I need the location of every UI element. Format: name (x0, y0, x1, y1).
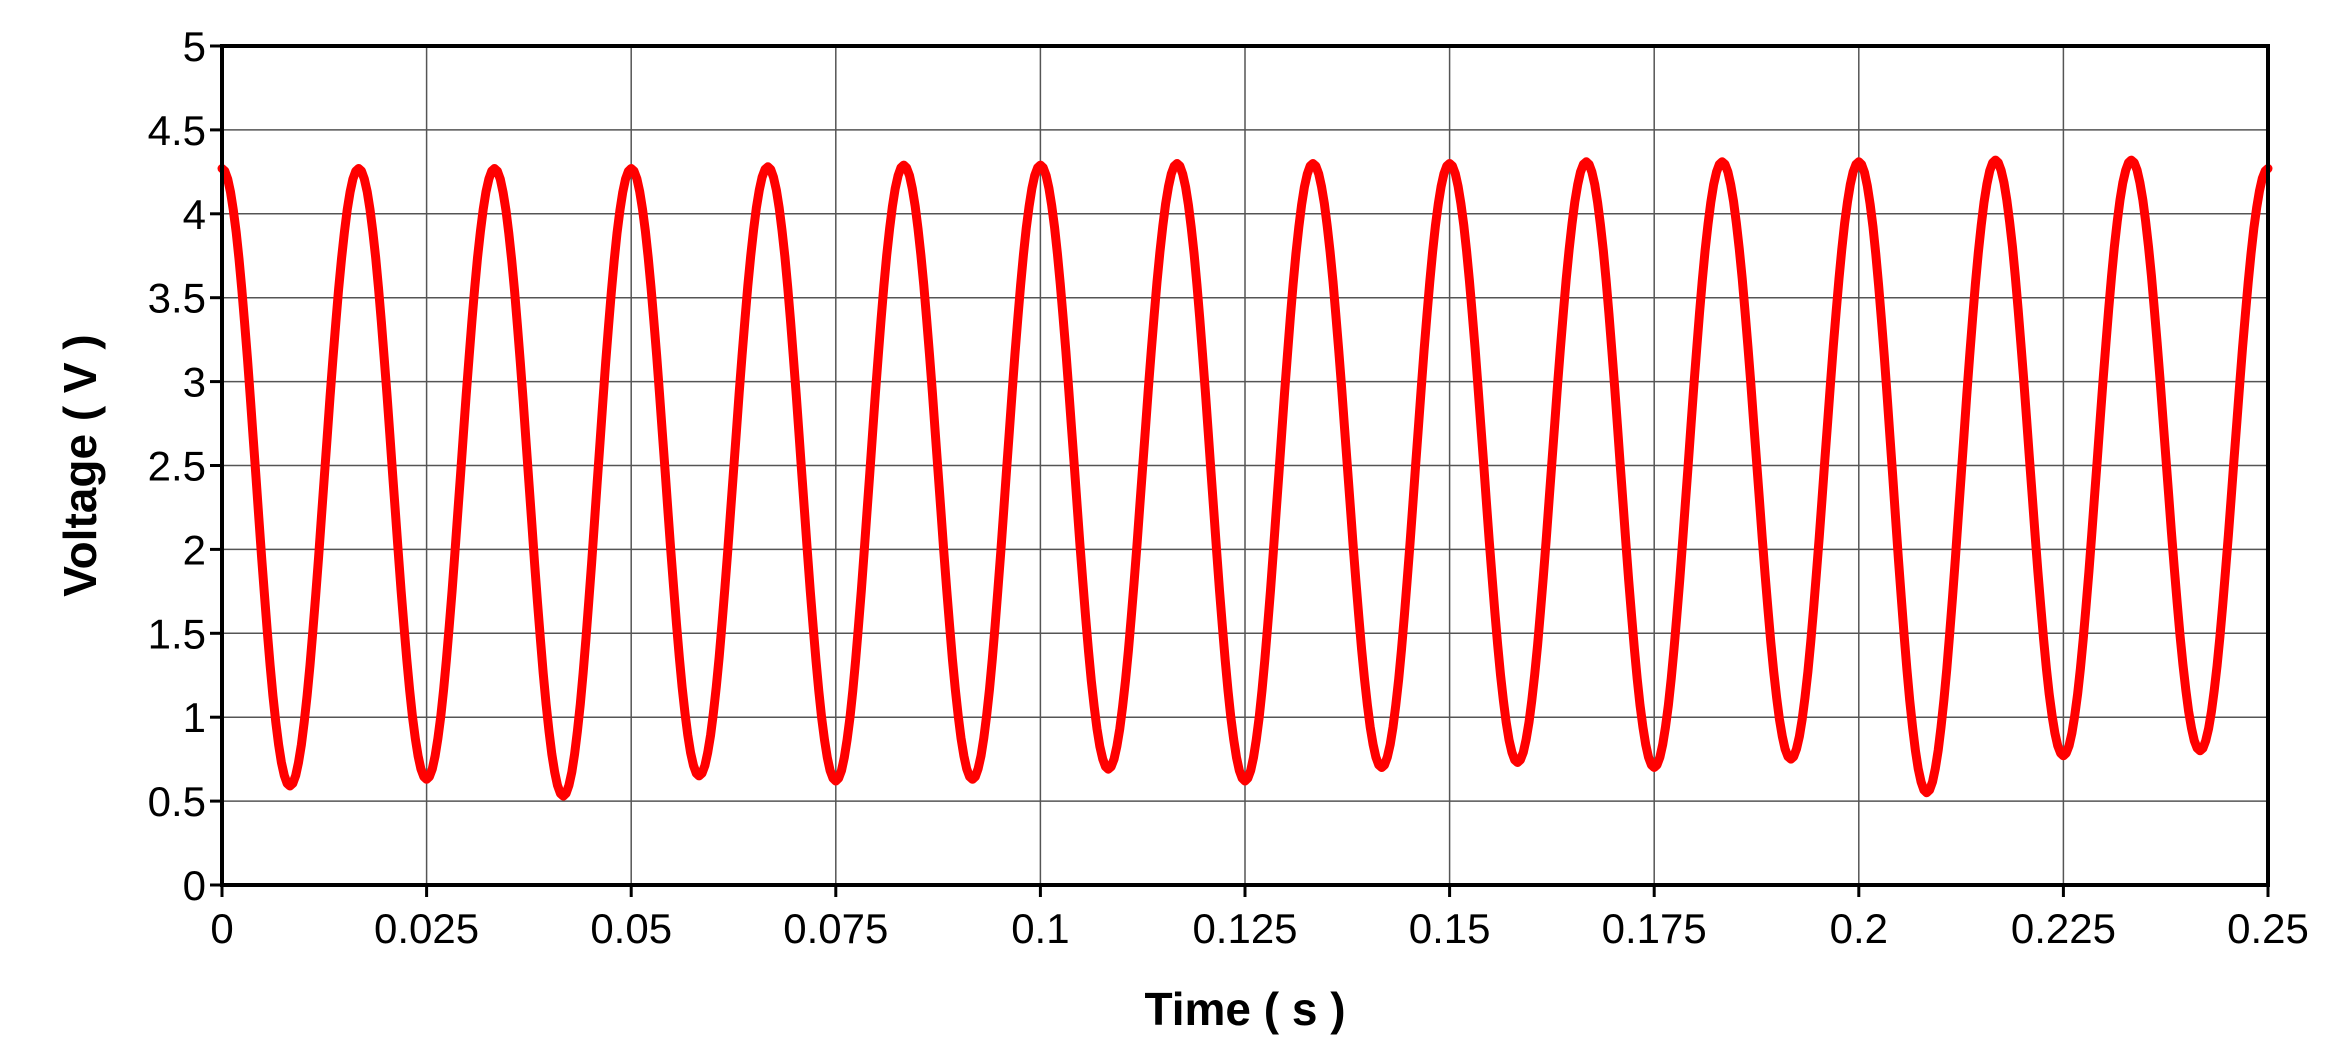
y-tick-label: 3.5 (148, 275, 206, 322)
x-tick-label: 0.25 (2227, 905, 2309, 952)
y-axis-title: Voltage ( V ) (54, 334, 106, 596)
y-tick-label: 1.5 (148, 610, 206, 657)
y-tick-label: 2 (183, 526, 206, 573)
x-tick-label: 0.15 (1409, 905, 1491, 952)
plot-frame (220, 44, 2270, 887)
x-tick-label: 0.125 (1192, 905, 1297, 952)
y-tick-label: 4 (183, 191, 206, 238)
x-tick-label: 0.075 (783, 905, 888, 952)
series-line (217, 155, 2273, 801)
y-tick-label: 3 (183, 359, 206, 406)
x-tick-label: 0.1 (1011, 905, 1069, 952)
x-tick-label: 0.05 (590, 905, 672, 952)
x-tick-labels: 0 0.025 0.05 0.075 0.1 0.125 0.15 0.175 0.2 0.225… (210, 905, 2309, 952)
y-tick-label: 5 (183, 23, 206, 70)
y-tick-label: 4.5 (148, 107, 206, 154)
x-tick-label: 0 (210, 905, 233, 952)
y-tick-label: 0 (183, 862, 206, 909)
x-tick-label: 0.175 (1602, 905, 1707, 952)
x-tick-label: 0.2 (1830, 905, 1888, 952)
x-axis-title: Time ( s ) (1144, 983, 1345, 1035)
series-layer (217, 155, 2273, 801)
y-tick-labels: 0 0.5 1 1.5 2 2.5 3 3.5 4 4.5 5 (148, 23, 206, 909)
y-tick-label: 0.5 (148, 778, 206, 825)
y-tick-label: 2.5 (148, 443, 206, 490)
x-tick-label: 0.225 (2011, 905, 2116, 952)
x-tick-label: 0.025 (374, 905, 479, 952)
y-tick-label: 1 (183, 694, 206, 741)
